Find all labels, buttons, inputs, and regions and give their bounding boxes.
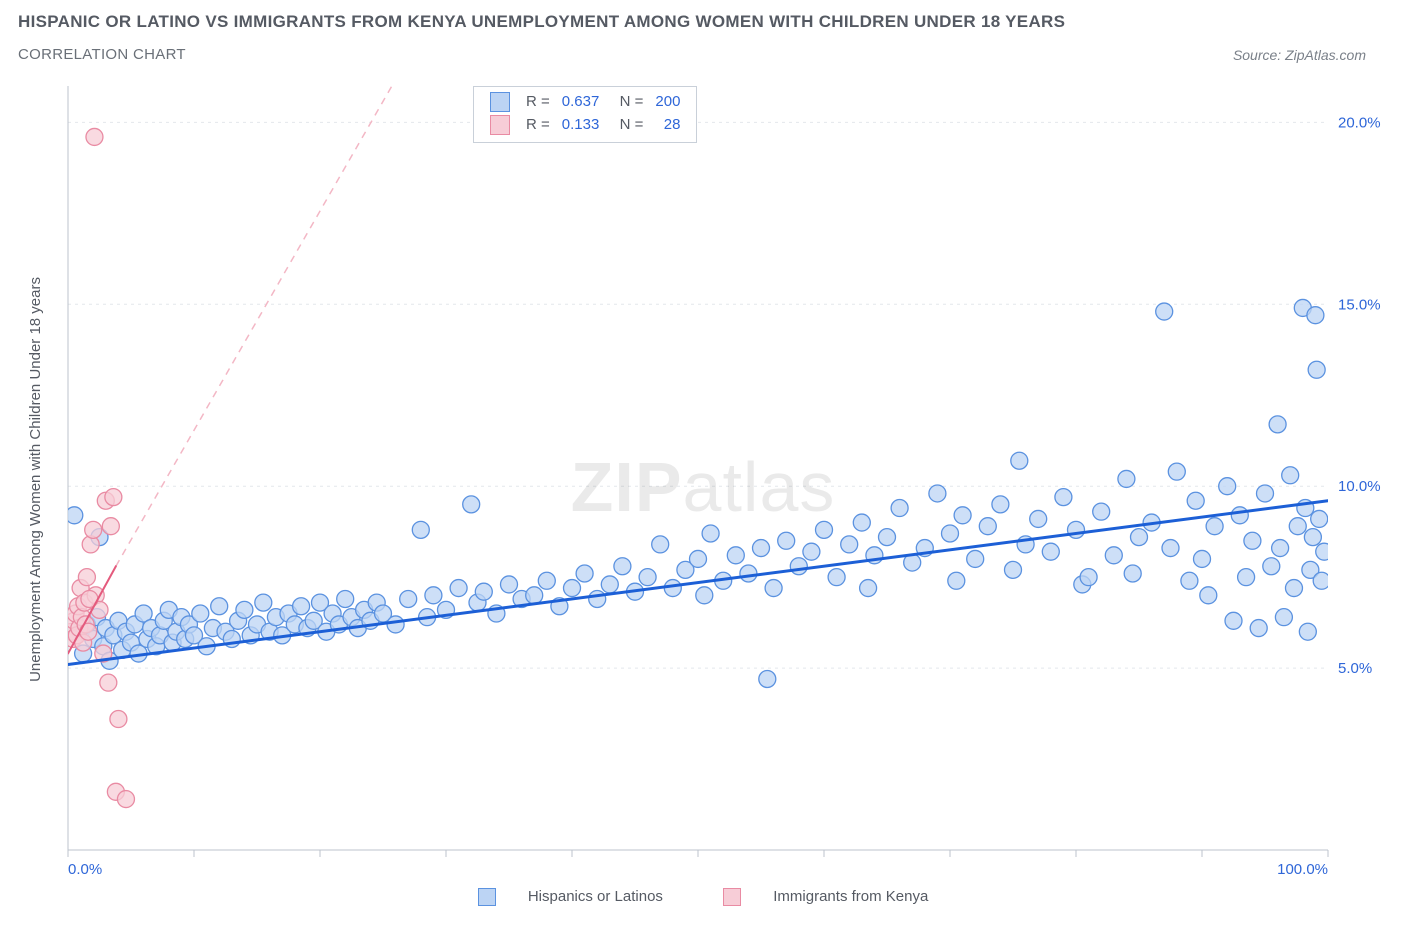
legend-item-a: Hispanics or Latinos bbox=[464, 888, 681, 905]
svg-text:5.0%: 5.0% bbox=[1338, 660, 1372, 677]
svg-text:100.0%: 100.0% bbox=[1277, 861, 1328, 878]
svg-text:20.0%: 20.0% bbox=[1338, 114, 1381, 131]
chart-title: HISPANIC OR LATINO VS IMMIGRANTS FROM KE… bbox=[18, 12, 1388, 32]
swatch-b bbox=[490, 115, 510, 135]
scatter-svg: 5.0% 10.0% 15.0% 20.0% 0.0% 100.0% Unemploymen… bbox=[18, 80, 1388, 890]
legend-row-a: R = 0.637 N = 200 bbox=[484, 91, 686, 114]
chart-subtitle: CORRELATION CHART bbox=[18, 46, 186, 63]
swatch-a bbox=[490, 92, 510, 112]
svg-text:Unemployment Among Women with: Unemployment Among Women with Children U… bbox=[27, 277, 44, 682]
source-label: Source: ZipAtlas.com bbox=[1233, 47, 1388, 63]
legend-item-b: Immigrants from Kenya bbox=[709, 888, 942, 905]
chart-area: 5.0% 10.0% 15.0% 20.0% 0.0% 100.0% Unemploymen… bbox=[18, 80, 1388, 910]
legend-row-b: R = 0.133 N = 28 bbox=[484, 114, 686, 137]
svg-text:0.0%: 0.0% bbox=[68, 861, 102, 878]
svg-text:10.0%: 10.0% bbox=[1338, 478, 1381, 495]
swatch-a-icon bbox=[478, 888, 496, 906]
swatch-b-icon bbox=[723, 888, 741, 906]
correlation-legend: R = 0.637 N = 200 R = 0.133 N = 28 bbox=[473, 86, 697, 143]
svg-text:15.0%: 15.0% bbox=[1338, 296, 1381, 313]
series-legend: Hispanics or Latinos Immigrants from Ken… bbox=[18, 888, 1388, 906]
